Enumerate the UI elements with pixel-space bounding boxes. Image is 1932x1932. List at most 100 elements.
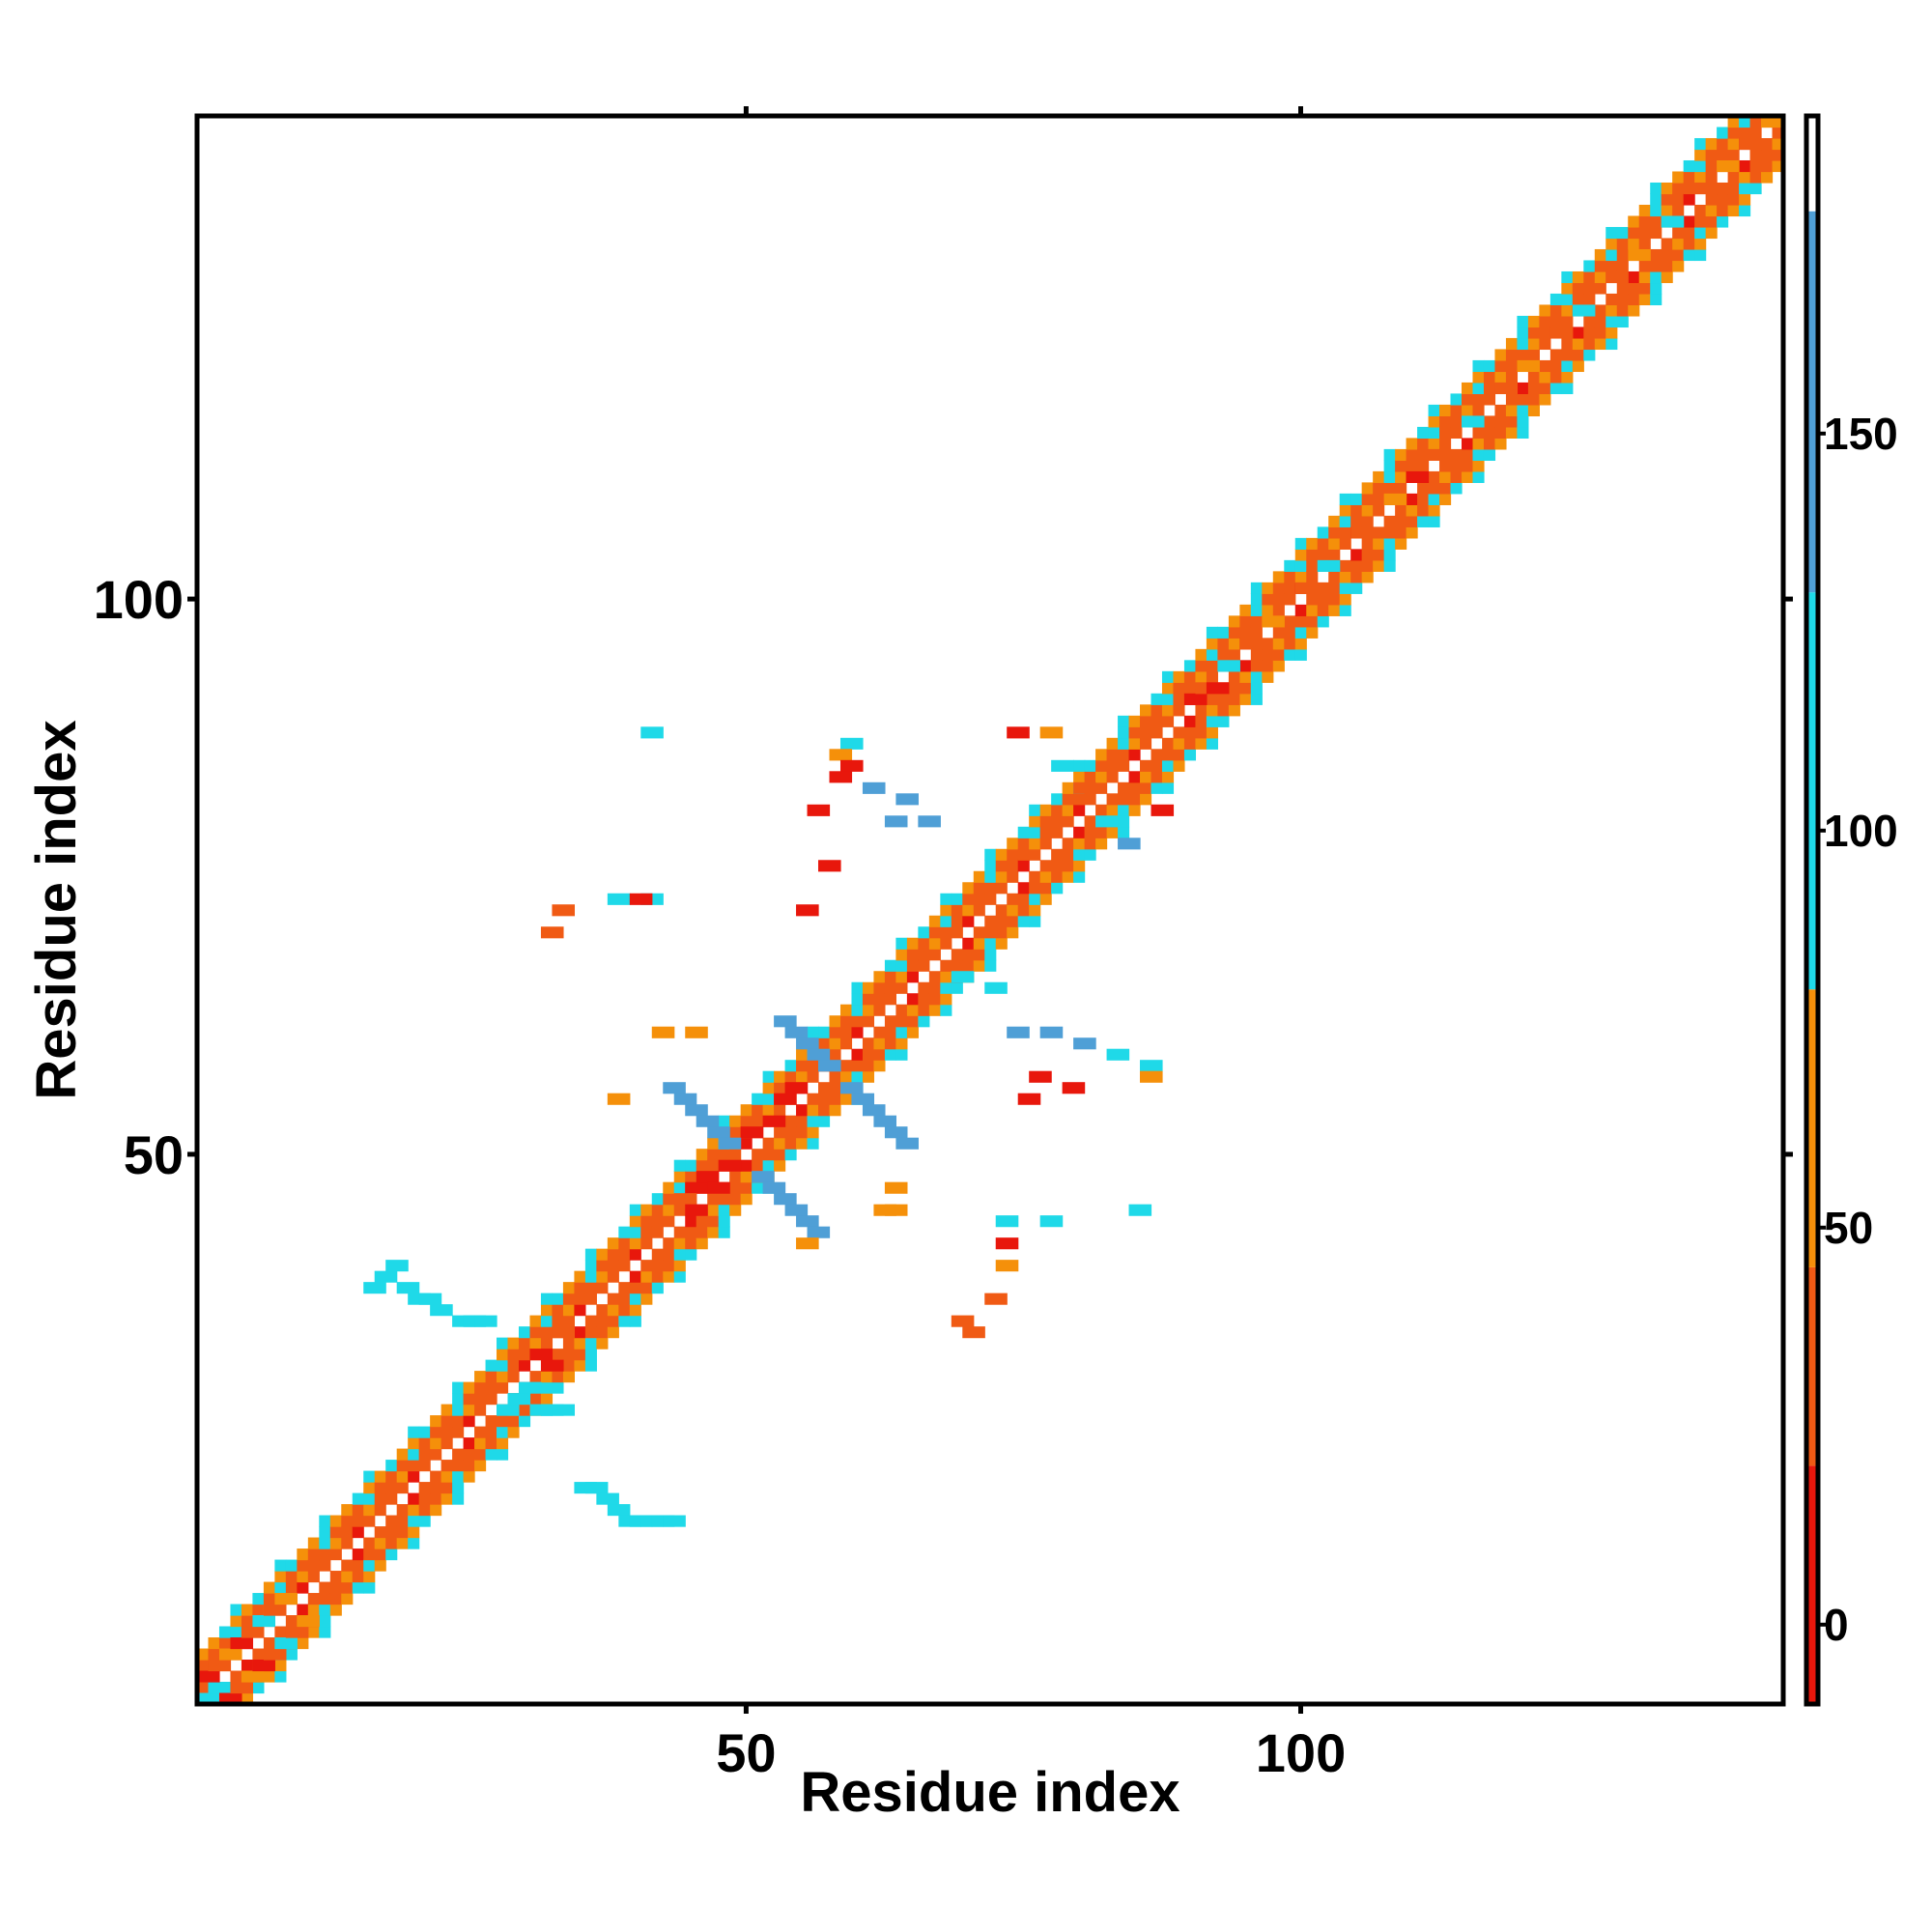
heatmap-cell <box>928 971 941 983</box>
heatmap-cell <box>685 1237 697 1250</box>
heatmap-cell <box>374 1504 386 1517</box>
heatmap-cell <box>995 882 1008 895</box>
heatmap-cell <box>862 1015 875 1028</box>
heatmap-cell <box>1561 382 1574 395</box>
heatmap-cell <box>1007 726 1030 739</box>
heatmap-cell <box>1007 860 1019 872</box>
heatmap-cell <box>329 1593 342 1605</box>
heatmap-cell <box>1007 915 1019 927</box>
heatmap-cell <box>474 1371 487 1383</box>
heatmap-cell <box>995 870 1008 883</box>
heatmap-cell <box>319 1548 331 1561</box>
heatmap-cell <box>1605 293 1618 306</box>
heatmap-cell <box>1262 615 1285 628</box>
heatmap-cell <box>640 1226 653 1238</box>
heatmap-cell <box>1527 315 1540 328</box>
heatmap-cell <box>1095 759 1108 772</box>
heatmap-cell <box>341 1504 354 1517</box>
heatmap-cell <box>1284 593 1296 606</box>
heatmap-cell <box>252 1660 275 1672</box>
heatmap-cell <box>1661 248 1673 262</box>
heatmap-cell <box>906 993 919 1006</box>
heatmap-cell <box>208 1660 232 1672</box>
heatmap-cell <box>1583 327 1596 339</box>
heatmap-cell <box>1483 393 1496 406</box>
heatmap-cell <box>673 1171 686 1183</box>
heatmap-cell <box>440 1460 453 1472</box>
heatmap-cell <box>562 1337 575 1350</box>
heatmap-cell <box>363 1515 376 1527</box>
heatmap-cell <box>584 1260 597 1272</box>
heatmap-cell <box>1616 293 1629 306</box>
heatmap-cell <box>1605 304 1618 317</box>
heatmap-cell <box>851 1060 864 1072</box>
heatmap-cell <box>418 1492 431 1505</box>
heatmap-cell <box>341 1526 354 1539</box>
heatmap-cell <box>607 893 631 905</box>
heatmap-cell <box>1650 182 1662 195</box>
heatmap-cell <box>230 1604 242 1616</box>
heatmap-cell <box>807 1070 819 1083</box>
heatmap-cell <box>1284 559 1296 572</box>
heatmap-cell <box>707 1149 720 1161</box>
heatmap-cell <box>1095 771 1108 783</box>
heatmap-cell <box>529 1393 542 1406</box>
heatmap-cell <box>1472 470 1485 483</box>
heatmap-cell <box>574 1337 586 1350</box>
heatmap-cell <box>1206 626 1218 639</box>
heatmap-cell <box>1739 127 1751 139</box>
colorbar-tick-label: 0 <box>1824 1600 1849 1650</box>
heatmap-cell <box>651 1260 664 1272</box>
heatmap-cell <box>1317 559 1341 572</box>
heatmap-cell <box>1228 615 1240 628</box>
heatmap-cell <box>918 937 930 950</box>
heatmap-cell <box>774 1082 786 1094</box>
heatmap-cell <box>1095 838 1108 850</box>
heatmap-cell <box>1250 593 1263 606</box>
heatmap-cell <box>895 949 908 961</box>
heatmap-cell <box>1694 204 1707 217</box>
heatmap-cell <box>1705 204 1718 217</box>
heatmap-cell <box>774 1126 786 1139</box>
heatmap-cell <box>1017 893 1030 905</box>
heatmap-cell <box>1118 726 1130 739</box>
heatmap-cell <box>440 1437 453 1450</box>
heatmap-cell <box>884 1037 896 1050</box>
heatmap-cell <box>873 981 886 994</box>
heatmap-cell <box>807 1126 819 1139</box>
heatmap-cell <box>1073 838 1086 850</box>
heatmap-cell <box>762 1181 786 1194</box>
heatmap-cell <box>1406 515 1418 527</box>
heatmap-cell <box>718 1149 730 1161</box>
heatmap-cell <box>807 1093 819 1105</box>
heatmap-cell <box>1051 860 1064 872</box>
heatmap-cell <box>873 1026 886 1038</box>
heatmap-cell <box>1140 759 1152 772</box>
heatmap-cell <box>1517 404 1529 417</box>
heatmap-cell <box>584 1282 597 1294</box>
heatmap-cell <box>1339 504 1351 517</box>
heatmap-cell <box>673 1248 686 1261</box>
heatmap-cell <box>440 1404 453 1416</box>
heatmap-cell <box>1505 426 1519 439</box>
heatmap-cell <box>1095 781 1108 794</box>
heatmap-cell <box>1417 426 1430 439</box>
heatmap-cell <box>1694 149 1707 161</box>
heatmap-cell <box>518 1337 531 1350</box>
heatmap-cell <box>995 926 1008 939</box>
heatmap-cell <box>718 1159 742 1172</box>
heatmap-cell <box>552 1293 564 1305</box>
heatmap-cell <box>618 1248 631 1261</box>
heatmap-cell <box>1505 404 1519 417</box>
heatmap-cell <box>1462 415 1485 428</box>
heatmap-cell <box>1717 204 1729 217</box>
heatmap-cell <box>584 1337 597 1350</box>
heatmap-cell <box>1483 438 1496 450</box>
heatmap-cell <box>1428 438 1440 450</box>
heatmap-cell <box>1462 404 1474 417</box>
heatmap-cell <box>663 1204 675 1216</box>
heatmap-cell <box>1683 159 1695 173</box>
heatmap-cell <box>1039 838 1052 850</box>
heatmap-cell <box>584 1326 597 1339</box>
